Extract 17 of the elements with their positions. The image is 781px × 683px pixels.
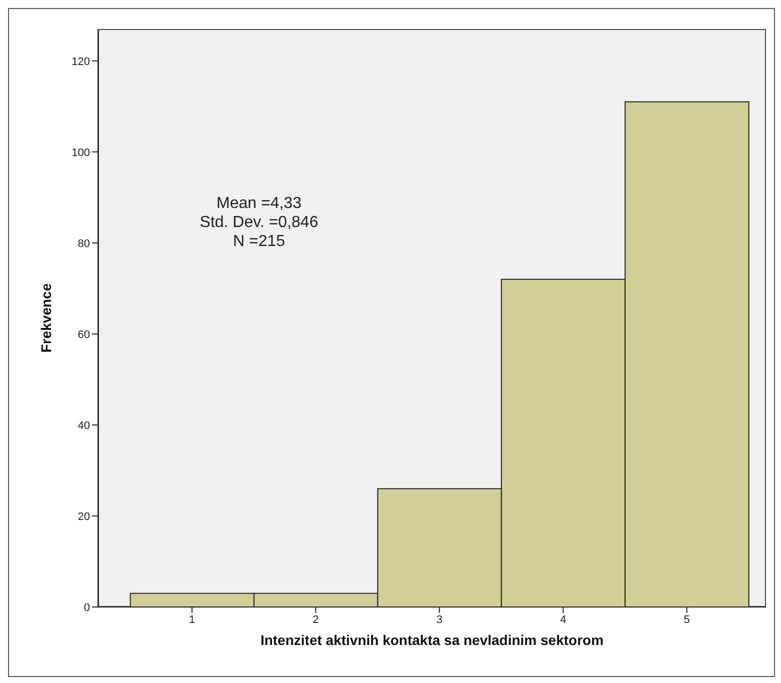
annotation: Mean =4,33 xyxy=(216,194,302,213)
x-tick-label: 5 xyxy=(684,614,690,626)
y-tick-label: 60 xyxy=(78,328,90,341)
y-axis-title: Frekvence xyxy=(38,283,54,353)
y-tick-label: 120 xyxy=(72,56,90,68)
y-tick-label: 0 xyxy=(84,602,90,614)
annotation: Std. Dev. =0,846 xyxy=(198,213,320,232)
x-axis-title: Intenzitet aktivnih kontakta sa nevladinim sektorom xyxy=(260,632,604,648)
y-tick-label: 40 xyxy=(78,420,90,432)
y-tick-label: 100 xyxy=(72,146,90,159)
y-tick-label: 20 xyxy=(78,510,90,523)
x-tick-label: 2 xyxy=(312,614,319,626)
x-tick-label: 4 xyxy=(560,614,566,626)
y-tick-label: 80 xyxy=(78,238,90,250)
x-tick-label: 3 xyxy=(436,614,442,626)
annotation: N =215 xyxy=(232,232,286,251)
x-tick-label: 1 xyxy=(188,614,196,626)
